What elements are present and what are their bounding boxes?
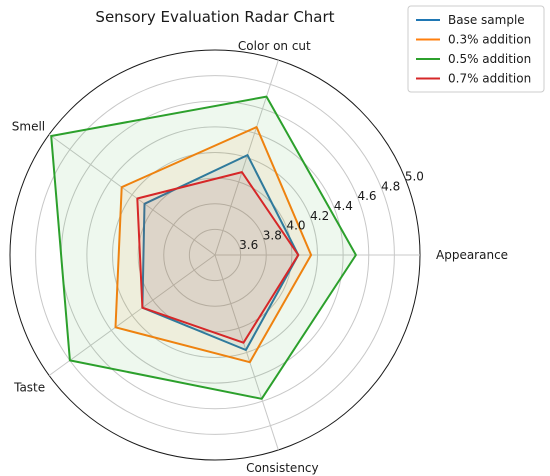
radial-tick-label: 4.0 <box>286 219 305 233</box>
radial-tick-label: 5.0 <box>405 170 424 184</box>
grid-spoke <box>214 254 279 451</box>
legend-label: Base sample <box>448 13 525 27</box>
axis-label: Taste <box>13 380 45 394</box>
radial-tick-label: 4.8 <box>381 179 400 193</box>
axis-label: Smell <box>12 120 45 134</box>
grid-spoke <box>48 134 216 256</box>
radial-tick-label: 4.6 <box>357 189 376 203</box>
legend-label: 0.7% addition <box>448 72 531 86</box>
axis-label: Color on cut <box>238 39 311 53</box>
radial-tick-label: 4.2 <box>310 209 329 223</box>
radar-labels: 3.6 3.8 4.0 4.2 4.4 4.6 4.8 5.0 Appearance Color … <box>12 39 508 475</box>
axis-label: Consistency <box>246 461 319 475</box>
radial-tick-label: 3.8 <box>263 228 282 242</box>
axis-label: Appearance <box>436 248 508 262</box>
radial-tick-label: 4.4 <box>334 199 353 213</box>
legend-box <box>407 5 545 93</box>
legend-label: 0.3% addition <box>448 33 531 47</box>
chart-title: Sensory Evaluation Radar Chart <box>95 8 334 26</box>
series-polygon-2 <box>114 126 313 364</box>
radial-tick-label: 3.6 <box>239 238 258 252</box>
grid-spoke <box>48 254 216 376</box>
legend: Base sample 0.3% addition 0.5% addition 0.7… <box>407 5 545 93</box>
series-polygon-3 <box>50 95 357 400</box>
series-polygon-4 <box>136 171 300 344</box>
legend-label: 0.5% addition <box>448 52 531 66</box>
radar-grid <box>9 49 421 461</box>
series-polygon-1 <box>141 154 300 351</box>
radar-series <box>50 95 357 400</box>
grid-spoke <box>214 59 279 256</box>
